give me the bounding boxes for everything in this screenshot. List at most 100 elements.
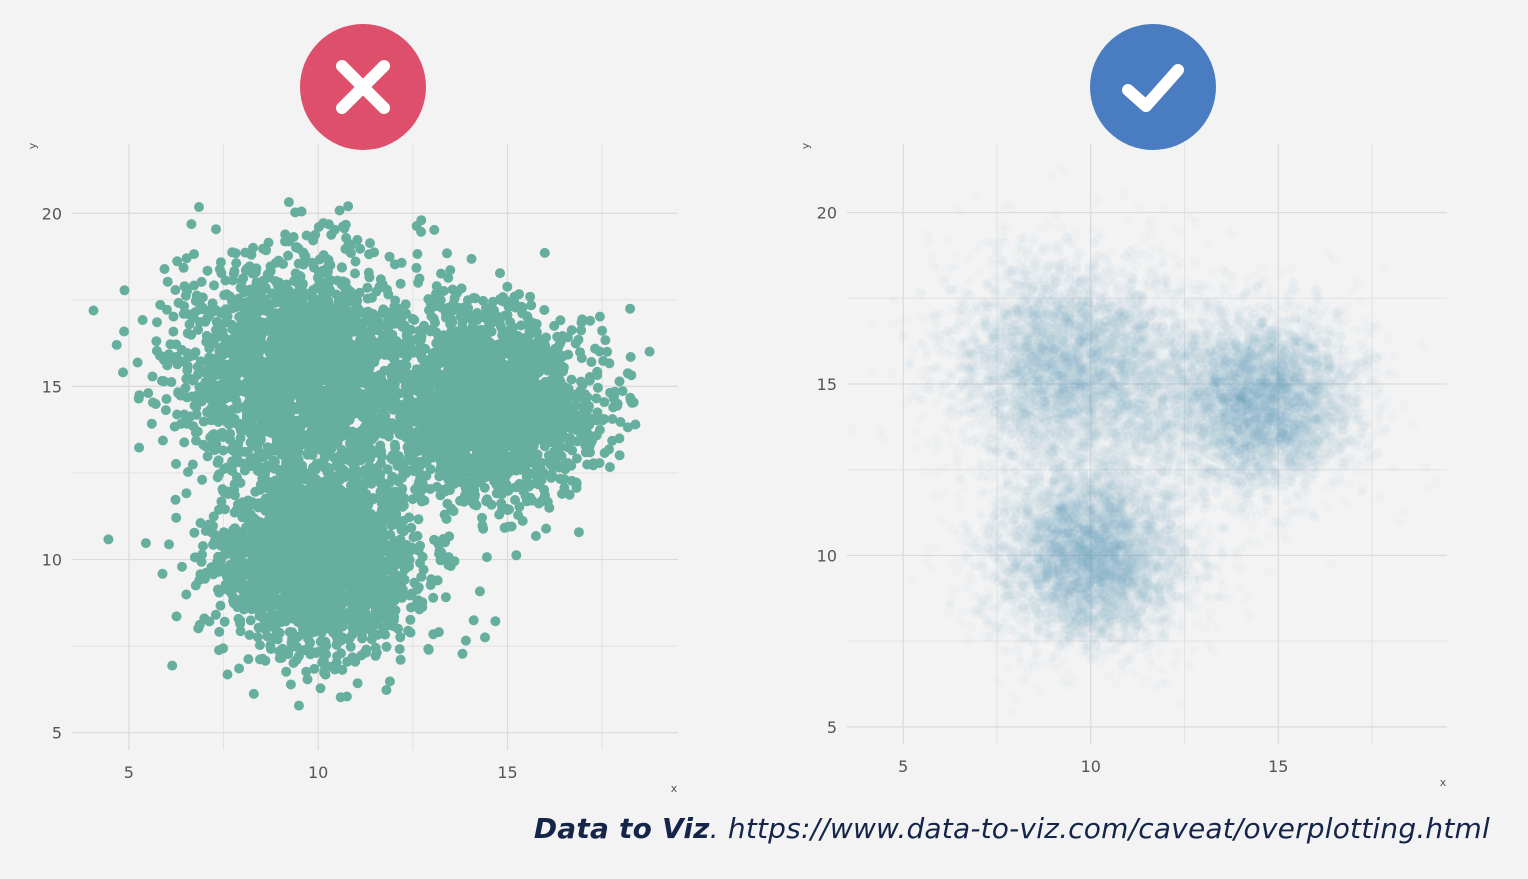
scatter-point <box>198 541 208 551</box>
scatter-point <box>293 631 303 642</box>
scatter-point <box>352 303 363 314</box>
scatter-point <box>350 268 360 279</box>
scatter-point <box>218 527 229 538</box>
scatter-point <box>352 523 363 534</box>
scatter-point <box>397 516 408 527</box>
scatter-point <box>286 403 296 414</box>
checkmark-icon <box>1090 24 1216 150</box>
scatter-point <box>340 613 351 624</box>
scatter-point <box>304 625 315 636</box>
scatter-point <box>231 452 242 463</box>
scatter-point <box>215 257 226 268</box>
scatter-point <box>237 512 248 523</box>
scatter-point <box>306 529 316 540</box>
scatter-point <box>291 274 302 285</box>
scatter-point <box>291 418 302 429</box>
scatter-point <box>227 247 238 258</box>
scatter-point <box>170 494 181 505</box>
scatter-point <box>276 297 287 308</box>
scatter-point <box>103 534 114 545</box>
scatter-point <box>389 611 400 622</box>
scatter-point <box>395 278 406 289</box>
scatter-point <box>275 538 286 548</box>
scatter-point <box>132 357 143 368</box>
scatter-point <box>341 512 351 523</box>
scatter-point <box>309 387 320 398</box>
scatter-point <box>340 304 351 315</box>
scatter-point <box>281 456 292 467</box>
scatter-point <box>343 448 354 459</box>
scatter-point <box>173 297 184 308</box>
scatter-point <box>211 305 222 316</box>
scatter-point <box>209 529 220 540</box>
scatter-point <box>383 585 394 596</box>
scatter-point <box>199 383 209 394</box>
scatter-point <box>189 249 199 260</box>
scatter-point <box>265 640 276 651</box>
scatter-point <box>199 613 210 624</box>
scatter-point <box>212 472 223 483</box>
scatter-point <box>232 403 243 414</box>
scatter-point <box>219 464 230 474</box>
scatter-point <box>293 700 304 711</box>
scatter-point <box>379 480 390 491</box>
scatter-point <box>345 480 356 491</box>
scatter-point <box>312 570 323 581</box>
scatter-point <box>171 512 182 523</box>
scatter-point <box>318 250 329 261</box>
scatter-point <box>305 597 316 608</box>
scatter-point <box>215 600 226 611</box>
scatter-point <box>283 250 294 261</box>
scatter-point <box>381 641 392 652</box>
scatter-point <box>285 679 296 690</box>
scatter-point <box>196 396 207 407</box>
scatter-point <box>181 373 192 384</box>
scatter-point <box>439 509 450 520</box>
scatter-point <box>234 328 245 338</box>
scatter-point <box>321 640 332 651</box>
scatter-point <box>161 394 172 404</box>
scatter-point <box>291 529 302 540</box>
scatter-point <box>254 640 265 651</box>
scatter-point <box>333 394 344 405</box>
scatter-point <box>182 392 192 403</box>
scatter-point <box>344 369 355 379</box>
scatter-point <box>220 317 231 328</box>
scatter-point <box>216 540 227 551</box>
scatter-point <box>253 502 264 513</box>
scatter-point <box>384 676 395 687</box>
scatter-point <box>339 472 350 483</box>
scatter-point <box>372 618 383 629</box>
scatter-point <box>137 315 148 325</box>
scatter-point <box>275 469 286 479</box>
scatter-point <box>177 561 187 572</box>
scatter-point <box>381 685 392 695</box>
scatter-point <box>369 512 380 523</box>
scatter-point <box>260 294 271 305</box>
scatter-point <box>157 568 168 579</box>
scatter-point <box>257 544 267 555</box>
scatter-point <box>330 603 341 614</box>
scatter-point <box>260 624 271 635</box>
scatter-point <box>232 602 243 613</box>
scatter-point <box>323 365 334 376</box>
scatter-point <box>182 365 193 376</box>
scatter-point <box>349 512 360 523</box>
scatter-point <box>162 276 173 287</box>
scatter-point <box>614 450 625 461</box>
scatter-point <box>228 524 239 535</box>
scatter-point <box>247 515 258 526</box>
scatter-point <box>189 552 200 563</box>
scatter-point <box>246 370 257 381</box>
scatter-point <box>415 558 425 568</box>
scatter-point <box>385 596 396 607</box>
scatter-point <box>241 522 252 533</box>
scatter-point <box>384 577 395 588</box>
scatter-point <box>211 324 221 335</box>
scatter-point <box>152 317 162 328</box>
scatter-point <box>246 305 256 315</box>
scatter-point <box>245 544 256 555</box>
scatter-point <box>232 340 242 351</box>
scatter-point <box>280 331 291 341</box>
scatter-point <box>370 650 381 661</box>
